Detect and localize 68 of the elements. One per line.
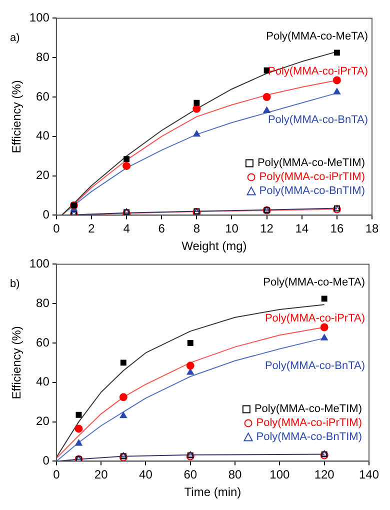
x-tick-label: 80 [228, 468, 242, 482]
point [192, 104, 201, 113]
y-tick-label: 40 [36, 128, 50, 143]
point [75, 439, 82, 446]
x-tick-label: 8 [193, 222, 200, 236]
y-tick-label: 20 [36, 168, 50, 182]
x-tick-label: 60 [184, 468, 198, 482]
x-tick-label: 16 [330, 222, 344, 236]
point [263, 106, 270, 114]
point [76, 412, 82, 418]
point [262, 93, 271, 101]
x-tick-label: 10 [225, 222, 239, 236]
x-tick-label: 20 [94, 468, 108, 482]
x-axis-title: Weight (mg) [182, 239, 247, 254]
x-tick-label: 4 [123, 222, 130, 236]
x-tick-label: 40 [139, 468, 153, 482]
text: a) [10, 32, 20, 44]
series-label: Poly(MMA-co-iPrTA) [268, 65, 368, 78]
x-tick-label: 140 [358, 468, 380, 482]
y-axis-title: Efficiency (%) [10, 80, 24, 154]
point [334, 50, 340, 56]
series-label: Poly(MMA-co-BnTA) [268, 114, 368, 126]
legend-label: Poly(MMA-co-MeTIM) [257, 157, 366, 170]
point [321, 296, 328, 302]
y-tick-label: 100 [29, 10, 50, 25]
series-label: Poly(MMA-co-iPrTA) [264, 312, 365, 324]
y-tick-label: 60 [36, 335, 50, 350]
series-label: Poly(MMA-co-MeTA) [263, 276, 365, 289]
point [74, 424, 83, 433]
x-tick-label: 18 [365, 222, 379, 236]
x-tick-label: 12 [260, 222, 274, 236]
text: Poly(MMA-co-MeTA) [266, 30, 368, 43]
x-tick-label: 6 [158, 222, 166, 236]
legend-label: Poly(MMA-co-iPrTIM) [256, 417, 362, 430]
x-tick-label: 100 [270, 468, 290, 482]
legend-label: Poly(MMA-co-iPrTIM) [259, 171, 366, 184]
point [120, 412, 127, 418]
legend-label: Poly(MMA-co-BnTIM) [259, 185, 366, 198]
x-tick-label: 0 [53, 222, 60, 236]
point [194, 100, 200, 106]
point [187, 340, 194, 346]
point [186, 368, 194, 375]
x-tick-label: 14 [295, 222, 309, 236]
y-tick-label: 100 [29, 256, 50, 271]
x-tick-label: 2 [88, 222, 96, 236]
y-tick-label: 0 [42, 208, 50, 222]
point [119, 393, 128, 402]
point [122, 162, 131, 170]
x-axis-title: Time (min) [184, 485, 242, 500]
y-tick-label: 40 [36, 374, 50, 389]
legend-label: Poly(MMA-co-BnTIM) [256, 431, 362, 444]
text: Poly(MMA-co-BnTA) [264, 360, 365, 372]
point [120, 360, 126, 366]
y-tick-label: 60 [36, 89, 50, 104]
y-tick-label: 0 [42, 454, 50, 468]
point [333, 88, 340, 94]
point [186, 362, 194, 370]
point [124, 156, 130, 162]
legend-label: Poly(MMA-co-MeTIM) [254, 403, 362, 416]
x-tick-label: 120 [314, 468, 335, 482]
text: b) [10, 278, 20, 290]
y-tick-label: 80 [36, 296, 50, 310]
point [193, 130, 200, 137]
y-tick-label: 80 [36, 50, 50, 64]
y-axis-title: Efficiency (%) [10, 326, 24, 400]
point [320, 334, 328, 340]
x-tick-label: 0 [53, 468, 60, 482]
y-tick-label: 20 [36, 414, 50, 428]
